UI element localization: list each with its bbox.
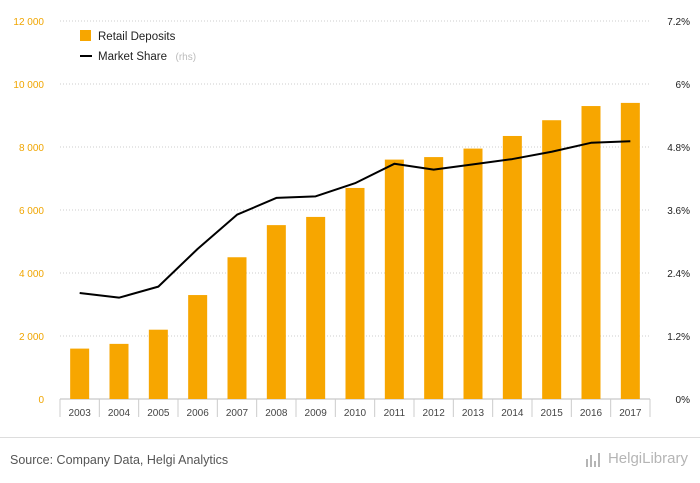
bar-2016 xyxy=(581,106,601,400)
x-tick-label: 2016 xyxy=(580,408,603,419)
x-tick-label: 2013 xyxy=(462,408,485,419)
y-left-tick-label: 10 000 xyxy=(13,80,44,91)
line-series xyxy=(79,140,631,299)
source-text: Source: Company Data, Helgi Analytics xyxy=(10,453,229,467)
x-tick-label: 2011 xyxy=(384,408,406,419)
bar-2015 xyxy=(542,120,562,399)
x-tick-label: 2005 xyxy=(147,408,170,419)
x-tick-label: 2009 xyxy=(305,408,328,419)
x-axis: 2003 2004 2005 2006 2007 2008 2009 2010 2011 2012… xyxy=(59,399,651,419)
bar-2007 xyxy=(227,257,247,399)
bar-2004 xyxy=(109,343,129,399)
x-tick-label: 2014 xyxy=(501,408,524,419)
x-tick-label: 2010 xyxy=(344,408,367,419)
bar-2011 xyxy=(384,159,404,399)
y-left-tick-label: 6 000 xyxy=(19,206,44,217)
y-left-tick-label: 8 000 xyxy=(19,143,44,154)
bar-2013 xyxy=(463,148,483,399)
bar-2012 xyxy=(424,157,444,399)
y-left-tick-label: 0 xyxy=(38,395,44,406)
legend-series-note: (rhs) xyxy=(175,52,196,63)
bar-2010 xyxy=(345,187,365,399)
y-right-tick-label: 4.8% xyxy=(667,143,690,154)
x-tick-label: 2004 xyxy=(108,408,131,419)
y-right-tick-label: 6% xyxy=(676,80,691,91)
brand-name: HelgiLibrary xyxy=(607,450,688,467)
x-tick-label: 2015 xyxy=(541,408,564,419)
x-tick-label: 2012 xyxy=(423,408,446,419)
y-left-tick-label: 12 000 xyxy=(13,17,44,28)
y-axis-left: 0 2 000 4 000 6 000 8 000 10 000 12 000 xyxy=(13,17,44,406)
chart: 0 2 000 4 000 6 000 8 000 10 000 12 000 0% 1.2%… xyxy=(13,17,690,419)
x-tick-label: 2007 xyxy=(226,408,249,419)
y-left-tick-label: 4 000 xyxy=(19,269,44,280)
legend-label-market-share: Market Share (rhs) xyxy=(98,47,196,64)
bar-2014 xyxy=(502,135,522,399)
bar-2008 xyxy=(266,225,286,399)
bar-chart-icon xyxy=(585,451,604,467)
legend-label-retail-deposits: Retail Deposits xyxy=(98,31,176,43)
bar-series xyxy=(70,102,640,400)
y-right-tick-label: 2.4% xyxy=(667,269,690,280)
y-axis-right: 0% 1.2% 2.4% 3.6% 4.8% 6% 7.2% xyxy=(667,17,690,406)
x-tick-label: 2003 xyxy=(69,408,92,419)
x-tick-label: 2006 xyxy=(187,408,210,419)
x-tick-label: 2017 xyxy=(619,408,642,419)
footer: Source: Company Data, Helgi Analytics He… xyxy=(0,437,700,483)
y-right-tick-label: 3.6% xyxy=(667,206,690,217)
bar-2017 xyxy=(620,102,640,400)
legend: Retail Deposits Market Share (rhs) xyxy=(80,30,196,64)
bar-2009 xyxy=(306,216,326,399)
y-right-tick-label: 7.2% xyxy=(667,17,690,28)
bar-2005 xyxy=(148,329,168,399)
y-right-tick-label: 0% xyxy=(676,395,691,406)
legend-swatch-retail-deposits xyxy=(80,30,91,41)
y-left-tick-label: 2 000 xyxy=(19,332,44,343)
legend-series-name: Market Share xyxy=(98,51,167,63)
market-share-line xyxy=(79,140,631,299)
bar-2006 xyxy=(188,295,208,399)
brand-logo: HelgiLibrary xyxy=(585,450,688,467)
y-right-tick-label: 1.2% xyxy=(667,332,690,343)
x-tick-label: 2008 xyxy=(265,408,288,419)
bar-2003 xyxy=(70,348,90,399)
